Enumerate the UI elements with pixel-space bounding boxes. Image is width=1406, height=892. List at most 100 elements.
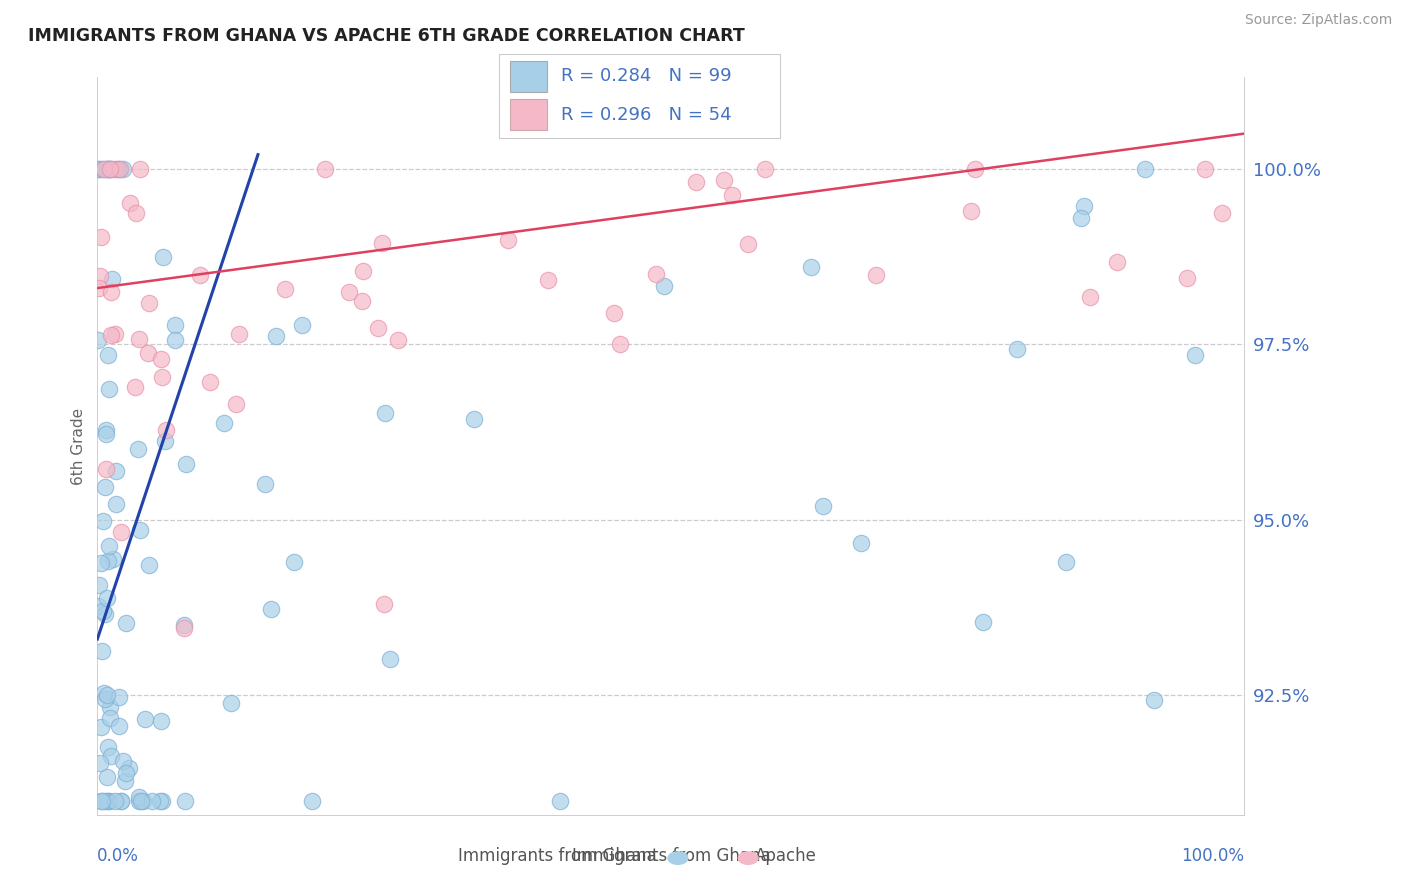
Point: [685, 175, 707, 189]
Point: [94, 426, 117, 441]
Point: [129, 161, 152, 176]
Point: [111, 755, 134, 769]
Point: [108, 161, 131, 176]
Point: [90, 720, 112, 734]
Point: [104, 793, 127, 807]
Point: [96, 161, 118, 176]
Point: [150, 351, 173, 366]
Point: [972, 615, 994, 630]
Point: [128, 793, 150, 807]
Point: [127, 442, 149, 456]
Point: [138, 296, 160, 310]
Point: [105, 161, 128, 176]
Point: [125, 205, 148, 219]
Point: [174, 793, 197, 807]
Point: [101, 552, 124, 566]
Point: [118, 761, 141, 775]
Point: [101, 272, 124, 286]
Point: [87, 161, 110, 176]
Point: [104, 464, 127, 478]
Point: [1070, 211, 1092, 226]
Point: [352, 294, 374, 309]
Point: [1184, 348, 1206, 362]
Point: [274, 282, 297, 296]
Point: [165, 318, 187, 333]
Point: [138, 345, 160, 359]
Point: [152, 793, 174, 807]
Point: [94, 691, 117, 706]
Point: [609, 336, 631, 351]
Point: [96, 770, 118, 784]
Point: [98, 161, 121, 176]
Point: [138, 558, 160, 572]
Text: IMMIGRANTS FROM GHANA VS APACHE 6TH GRADE CORRELATION CHART: IMMIGRANTS FROM GHANA VS APACHE 6TH GRAD…: [28, 27, 745, 45]
Point: [720, 188, 742, 202]
Point: [212, 416, 235, 430]
Point: [849, 536, 872, 550]
Point: [174, 457, 197, 471]
Point: [87, 599, 110, 613]
Point: [301, 793, 323, 807]
Point: [496, 233, 519, 247]
FancyBboxPatch shape: [510, 62, 547, 92]
Point: [91, 161, 114, 176]
Point: [253, 476, 276, 491]
Point: [225, 397, 247, 411]
Point: [87, 161, 110, 176]
Point: [94, 423, 117, 437]
Point: [378, 651, 401, 665]
Point: [91, 604, 114, 618]
Point: [87, 333, 110, 347]
Point: [352, 264, 374, 278]
Point: [103, 161, 125, 176]
Point: [108, 690, 131, 705]
Point: [260, 602, 283, 616]
Point: [291, 318, 314, 333]
Point: [90, 644, 112, 658]
Text: Immigrants from Ghana: Immigrants from Ghana: [458, 847, 657, 864]
Point: [108, 719, 131, 733]
Point: [1007, 342, 1029, 356]
Point: [94, 480, 117, 494]
Point: [97, 793, 120, 807]
Point: [87, 578, 110, 592]
Point: [112, 161, 135, 176]
Point: [108, 161, 131, 176]
Text: 100.0%: 100.0%: [1181, 847, 1244, 864]
Point: [713, 173, 735, 187]
Point: [90, 793, 112, 807]
Point: [97, 793, 120, 807]
Point: [100, 161, 122, 176]
Point: [337, 285, 360, 300]
Point: [173, 618, 195, 632]
Point: [128, 789, 150, 804]
Text: R = 0.284   N = 99: R = 0.284 N = 99: [561, 68, 731, 86]
Point: [374, 406, 396, 420]
Point: [645, 268, 668, 282]
Point: [100, 285, 122, 299]
Point: [1078, 290, 1101, 304]
Point: [96, 591, 118, 605]
Point: [141, 793, 163, 807]
Point: [128, 523, 150, 537]
Point: [91, 793, 114, 807]
Point: [128, 332, 150, 346]
Point: [228, 326, 250, 341]
Point: [800, 260, 823, 275]
Y-axis label: 6th Grade: 6th Grade: [72, 408, 86, 484]
Point: [90, 230, 112, 244]
Point: [89, 269, 111, 284]
Point: [89, 756, 111, 771]
Point: [134, 712, 156, 726]
Point: [98, 711, 121, 725]
Point: [1143, 693, 1166, 707]
Text: Immigrants from Ghana: Immigrants from Ghana: [572, 847, 770, 864]
Point: [97, 382, 120, 396]
Point: [118, 196, 141, 211]
Text: 0.0%: 0.0%: [97, 847, 139, 864]
Point: [94, 462, 117, 476]
Point: [1175, 271, 1198, 285]
Point: [150, 369, 173, 384]
Point: [149, 793, 172, 807]
Point: [548, 793, 571, 807]
